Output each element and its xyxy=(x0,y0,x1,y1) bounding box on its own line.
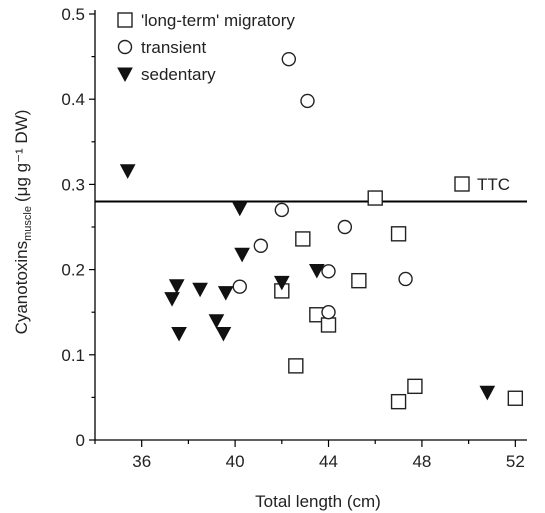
data-point xyxy=(507,390,524,406)
y-axis-title-main: Cyanotoxins xyxy=(12,241,31,335)
legend-marker xyxy=(117,12,133,28)
data-point xyxy=(479,385,496,401)
data-point xyxy=(232,279,247,294)
legend-marker xyxy=(117,39,133,55)
y-axis-title-units: (μg g⁻¹ DW) xyxy=(12,110,31,202)
data-point xyxy=(407,378,423,395)
data-point xyxy=(367,190,383,206)
y-tick-label: 0 xyxy=(76,431,85,450)
ttc-legend-marker xyxy=(454,176,470,192)
data-point xyxy=(253,238,268,253)
data-point xyxy=(281,51,297,67)
x-tick-label: 40 xyxy=(226,452,245,471)
x-axis-title: Total length (cm) xyxy=(255,492,381,511)
data-point xyxy=(234,247,250,263)
y-axis-title: Cyanotoxinsmuscle (μg g⁻¹ DW) xyxy=(12,110,34,335)
y-tick-label: 0.4 xyxy=(61,90,85,109)
y-tick-label: 0.3 xyxy=(61,175,85,194)
data-point xyxy=(390,226,407,242)
legend: 'long-term' migratory transient sedentary T… xyxy=(117,11,510,194)
y-tick-label: 0.2 xyxy=(61,261,85,280)
data-point xyxy=(231,201,248,217)
data-point xyxy=(351,272,367,289)
data-point xyxy=(321,305,336,320)
data-point xyxy=(192,282,208,298)
x-tick-label: 48 xyxy=(412,452,431,471)
data-point xyxy=(215,327,232,342)
data-point xyxy=(164,292,180,307)
data-point xyxy=(295,231,311,247)
legend-label: sedentary xyxy=(141,65,216,84)
data-point xyxy=(288,358,304,374)
data-point xyxy=(337,219,353,235)
data-point xyxy=(217,286,234,301)
data-point xyxy=(208,314,225,329)
y-axis-title-subscript: muscle xyxy=(22,206,34,241)
legend-marker xyxy=(117,67,133,83)
data-point xyxy=(171,327,187,342)
legend-label: transient xyxy=(141,38,206,57)
ticks: 0 0.1 0.2 0.3 0.4 0.5 36 40 44 48 52 xyxy=(61,5,524,471)
data-point xyxy=(168,279,185,294)
data-point xyxy=(309,263,325,279)
x-tick-label: 36 xyxy=(132,452,151,471)
data-point xyxy=(274,202,290,218)
data-point xyxy=(398,271,413,287)
x-tick-label: 44 xyxy=(319,452,338,471)
y-tick-label: 0.1 xyxy=(61,346,85,365)
data-point xyxy=(119,164,136,179)
x-tick-label: 52 xyxy=(506,452,525,471)
data-point xyxy=(300,93,315,109)
data-point xyxy=(320,317,337,333)
data-point xyxy=(390,393,407,410)
data-point xyxy=(273,275,290,291)
legend-label: 'long-term' migratory xyxy=(141,11,295,30)
ttc-label: TTC xyxy=(477,175,510,194)
axes xyxy=(94,10,527,441)
y-tick-label: 0.5 xyxy=(61,5,85,24)
data-point xyxy=(321,264,336,279)
data-points xyxy=(119,51,524,410)
